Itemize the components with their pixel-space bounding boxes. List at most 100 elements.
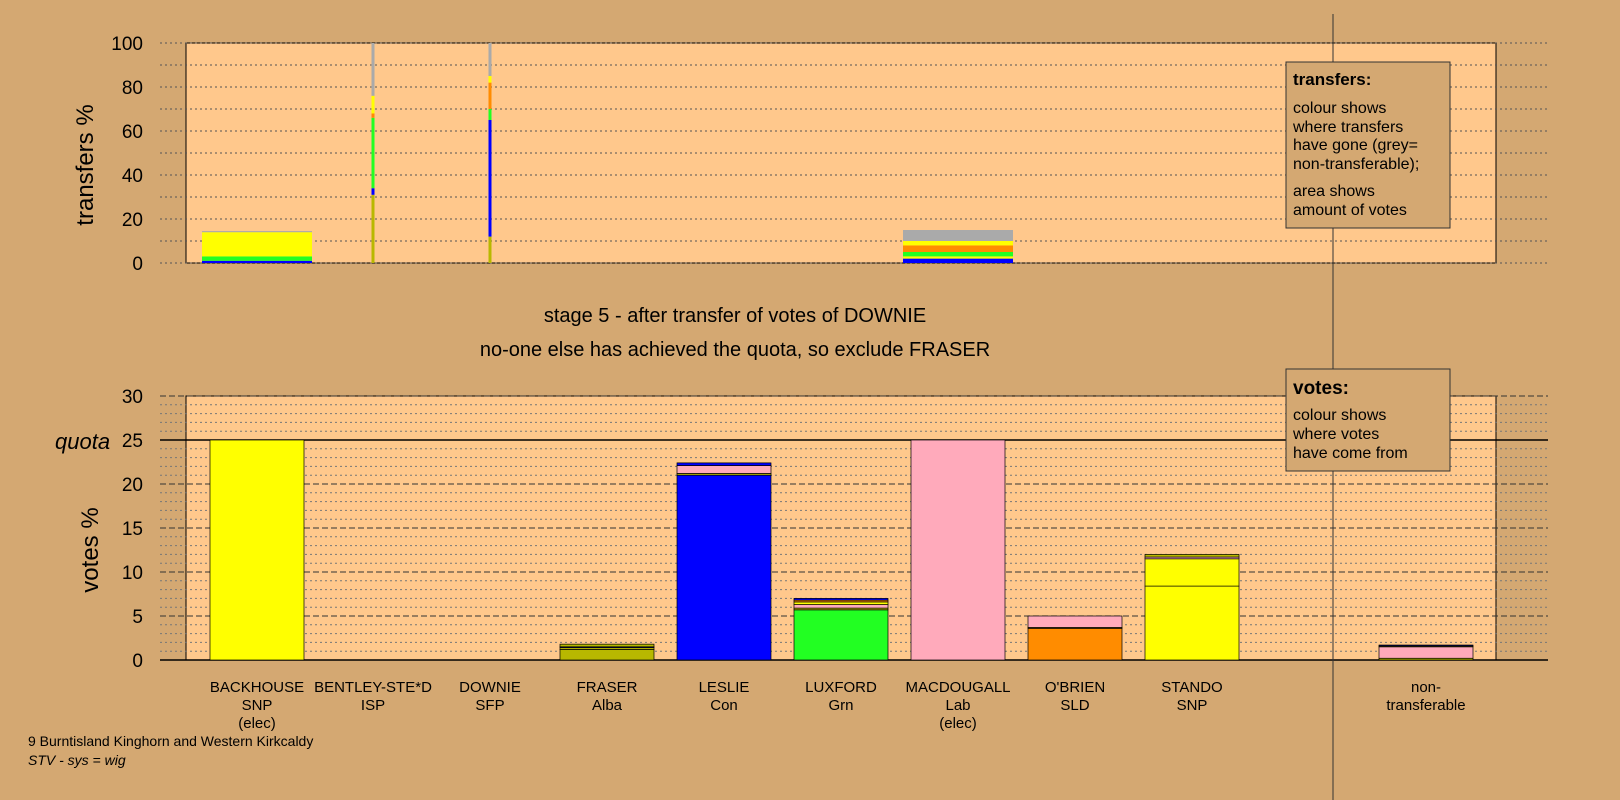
vote-segment	[209, 439, 305, 661]
transfers-y-tick-label: 0	[132, 254, 143, 275]
vote-segment	[1144, 558, 1240, 587]
candidate-name: LESLIE	[699, 679, 750, 696]
transfer-segment	[202, 260, 312, 263]
vote-segment	[559, 643, 655, 648]
votes-y-tick-label: 10	[122, 563, 143, 584]
transfer-segment	[903, 256, 1013, 259]
transfer-segment	[371, 113, 375, 118]
transfer-segment	[903, 258, 1013, 263]
candidate-name: O'BRIEN	[1045, 679, 1105, 696]
transfers-legend-box	[1285, 61, 1451, 229]
votes-y-tick-label: 0	[132, 651, 143, 672]
votes-legend-box	[1285, 368, 1451, 472]
candidate-party: Lab	[945, 697, 970, 714]
vote-segment	[1378, 646, 1474, 659]
candidate-party: SLD	[1060, 697, 1089, 714]
voting-system: STV - sys = wig	[28, 752, 126, 768]
vote-segment	[910, 439, 1006, 661]
votes-legend-line: where votes	[1292, 426, 1379, 443]
vote-segment	[1144, 554, 1240, 558]
vote-segment	[1144, 585, 1240, 661]
candidate-name: BENTLEY-STE*D	[314, 679, 432, 696]
candidate-name: LUXFORD	[805, 679, 877, 696]
transfer-segment	[488, 236, 492, 263]
transfers-legend: transfers: colour shows where transfers …	[1285, 61, 1451, 229]
vote-segment	[793, 601, 889, 605]
transfer-segment	[202, 231, 312, 233]
transfers-legend-line: colour shows	[1293, 100, 1386, 117]
transfers-bars	[202, 43, 1013, 263]
votes-y-tick-label: 5	[132, 607, 143, 628]
transfer-segment	[371, 194, 375, 263]
votes-y-ticks: 0 5 10 15 20 25 30	[122, 387, 143, 672]
transfers-y-tick-label: 100	[111, 34, 143, 55]
votes-legend-title: votes:	[1293, 378, 1349, 399]
transfers-legend-line: area shows	[1293, 183, 1375, 200]
transfer-segment	[488, 43, 492, 76]
vote-segment	[793, 604, 889, 609]
candidate-status: (elec)	[939, 715, 977, 732]
transfer-segment	[903, 230, 1013, 241]
votes-y-tick-label: 15	[122, 519, 143, 540]
candidate-name: FRASER	[577, 679, 638, 696]
candidate-party: SNP	[242, 697, 273, 714]
votes-bars	[209, 439, 1474, 661]
votes-legend: votes: colour shows where votes have com…	[1285, 368, 1451, 472]
votes-x-labels: BACKHOUSESNP(elec)BENTLEY-STE*DISPDOWNIE…	[210, 679, 1466, 732]
votes-legend-line: have come from	[1293, 445, 1408, 462]
nontransferable-label: non-	[1411, 679, 1441, 696]
votes-y-axis-label: votes %	[77, 507, 104, 592]
vote-segment	[1027, 627, 1123, 661]
vote-segment	[793, 598, 889, 601]
transfers-y-tick-label: 60	[122, 122, 143, 143]
transfers-legend-line: where transfers	[1292, 119, 1403, 136]
transfers-y-tick-label: 80	[122, 78, 143, 99]
candidate-name: MACDOUGALL	[905, 679, 1010, 696]
votes-y-tick-label: 25	[122, 431, 143, 452]
transfers-legend-line: have gone (grey=	[1293, 137, 1418, 154]
transfers-legend-line: amount of votes	[1293, 202, 1407, 219]
transfer-segment	[202, 232, 312, 257]
transfers-y-tick-label: 20	[122, 210, 143, 231]
candidate-party: Con	[710, 697, 738, 714]
transfer-segment	[488, 120, 492, 237]
transfers-y-ticks: 0 20 40 60 80 100	[111, 34, 143, 275]
candidate-party: Alba	[592, 697, 623, 714]
transfer-segment	[488, 76, 492, 83]
votes-y-tick-label: 20	[122, 475, 143, 496]
transfer-segment	[371, 43, 375, 96]
transfer-segment	[488, 109, 492, 120]
candidate-name: DOWNIE	[459, 679, 521, 696]
vote-segment	[676, 462, 772, 466]
transfer-segment	[903, 241, 1013, 246]
candidate-status: (elec)	[238, 715, 276, 732]
stage-description: stage 5 - after transfer of votes of DOW…	[544, 305, 926, 327]
transfer-segment	[371, 117, 375, 189]
transfers-y-tick-label: 40	[122, 166, 143, 187]
candidate-name: STANDO	[1161, 679, 1222, 696]
transfer-segment	[903, 245, 1013, 252]
votes-legend-line: colour shows	[1293, 407, 1386, 424]
transfer-segment	[488, 82, 492, 109]
vote-segment	[676, 474, 772, 661]
candidate-party: SFP	[475, 697, 504, 714]
vote-segment	[1378, 644, 1474, 647]
candidate-party: SNP	[1177, 697, 1208, 714]
vote-segment	[793, 609, 889, 661]
nontransferable-label: transferable	[1386, 697, 1465, 714]
transfer-segment	[202, 256, 312, 261]
candidate-name: BACKHOUSE	[210, 679, 304, 696]
quota-label: quota	[55, 429, 110, 454]
transfers-legend-title: transfers:	[1293, 70, 1371, 89]
transfers-y-axis-label: transfers %	[72, 104, 99, 225]
vote-segment	[676, 465, 772, 474]
candidate-party: Grn	[828, 697, 853, 714]
votes-y-tick-label: 30	[122, 387, 143, 408]
transfers-legend-line: non-transferable);	[1293, 156, 1419, 173]
ward-name: 9 Burntisland Kinghorn and Western Kirkc…	[28, 733, 313, 749]
transfer-segment	[903, 252, 1013, 257]
vote-segment	[559, 649, 655, 661]
candidate-party: ISP	[361, 697, 385, 714]
